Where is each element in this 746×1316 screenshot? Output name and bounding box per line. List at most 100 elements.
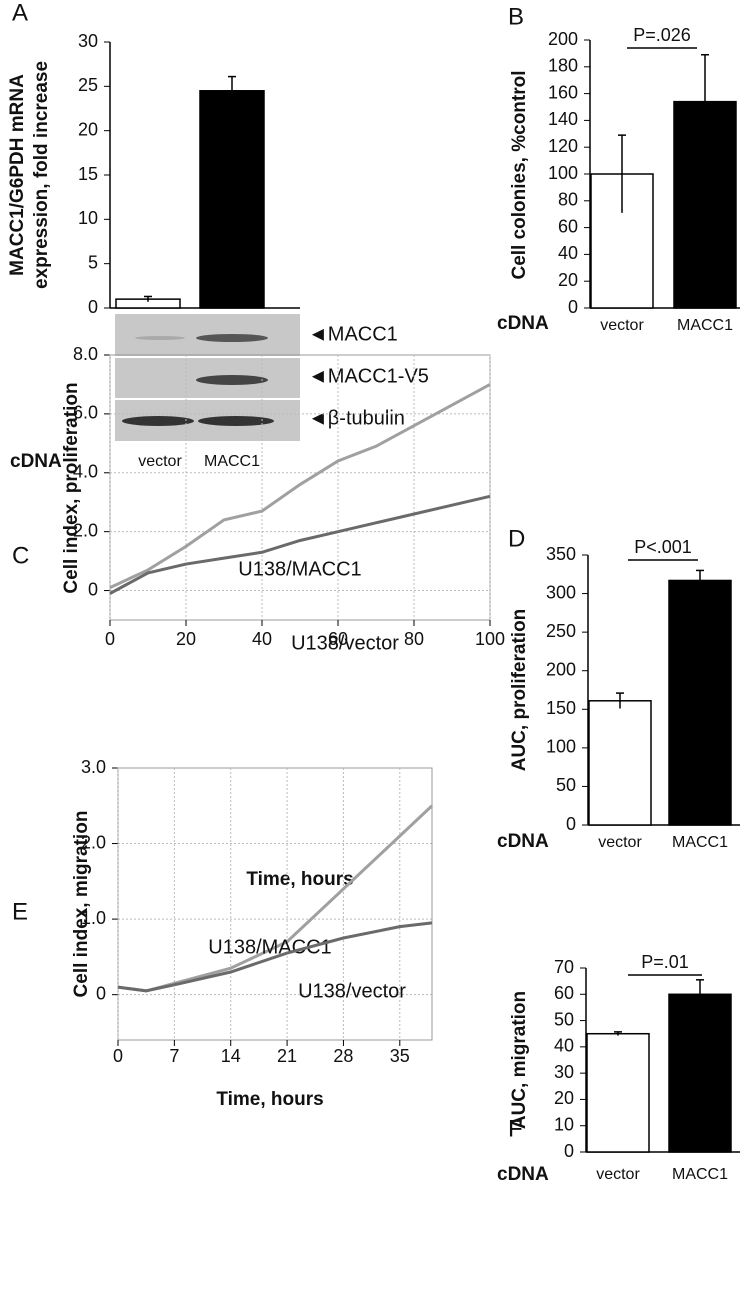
y-tick-label: 80 bbox=[558, 190, 578, 210]
y-tick-label: 120 bbox=[548, 136, 578, 156]
y-tick-label: 150 bbox=[546, 698, 576, 718]
panel-label: F bbox=[508, 1115, 523, 1142]
y-tick-label: 100 bbox=[548, 163, 578, 183]
y-tick-label: 60 bbox=[554, 983, 574, 1003]
y-tick-label: 20 bbox=[558, 270, 578, 290]
y-tick-label: 70 bbox=[554, 957, 574, 977]
x-tick-label: 80 bbox=[404, 629, 424, 649]
y-axis-title: Cell colonies, %control bbox=[509, 70, 530, 279]
x-tick-label: 0 bbox=[113, 1046, 123, 1066]
x-tick-label: 21 bbox=[277, 1046, 297, 1066]
y-tick-label: 25 bbox=[78, 75, 98, 95]
p-value: P<.001 bbox=[634, 537, 692, 557]
x-tick-label: 14 bbox=[221, 1046, 241, 1066]
x-tick-label: vector bbox=[596, 1166, 640, 1183]
y-axis-title: Cell index, migration bbox=[71, 811, 92, 998]
bar bbox=[668, 579, 732, 826]
blot-band bbox=[198, 416, 274, 426]
bar bbox=[588, 700, 652, 826]
x-tick-label: 100 bbox=[475, 629, 505, 649]
series-label: U138/MACC1 bbox=[238, 558, 361, 580]
y-tick-label: 300 bbox=[546, 582, 576, 602]
y-axis-title: expression, fold increase bbox=[31, 61, 52, 289]
y-axis-title: Cell index, proliferation bbox=[61, 382, 82, 593]
x-tick-label: MACC1 bbox=[204, 453, 260, 470]
y-tick-label: 140 bbox=[548, 109, 578, 129]
x-axis-title: cDNA bbox=[497, 313, 549, 334]
x-tick-label: 35 bbox=[390, 1046, 410, 1066]
bar bbox=[199, 90, 265, 309]
blot-band bbox=[196, 334, 268, 342]
x-axis-title: Time, hours bbox=[246, 869, 353, 890]
y-tick-label: 3.0 bbox=[81, 757, 106, 777]
panel-label: A bbox=[12, 0, 28, 26]
x-tick-label: 60 bbox=[328, 629, 348, 649]
panel-label: E bbox=[12, 898, 28, 925]
blot-band bbox=[122, 416, 194, 426]
y-tick-label: 0 bbox=[564, 1141, 574, 1161]
x-tick-label: 28 bbox=[333, 1046, 353, 1066]
p-value: P=.01 bbox=[641, 952, 689, 972]
y-axis-title: MACC1/G6PDH mRNA bbox=[7, 74, 28, 276]
panel-label: B bbox=[508, 3, 524, 30]
y-tick-label: 350 bbox=[546, 544, 576, 564]
bar bbox=[668, 993, 732, 1153]
x-axis-title: cDNA bbox=[497, 1164, 549, 1185]
series-label: U138/MACC1 bbox=[208, 936, 331, 958]
y-tick-label: 0 bbox=[566, 814, 576, 834]
y-tick-label: 10 bbox=[554, 1114, 574, 1134]
x-tick-label: MACC1 bbox=[677, 317, 733, 334]
y-tick-label: 0 bbox=[88, 579, 98, 599]
x-axis-title: Time, hours bbox=[216, 1089, 323, 1110]
x-axis-title: cDNA bbox=[497, 831, 549, 852]
y-tick-label: 10 bbox=[78, 208, 98, 228]
x-tick-label: 7 bbox=[169, 1046, 179, 1066]
x-tick-label: MACC1 bbox=[672, 834, 728, 851]
y-tick-label: 200 bbox=[548, 29, 578, 49]
y-tick-label: 20 bbox=[554, 1088, 574, 1108]
x-tick-label: 20 bbox=[176, 629, 196, 649]
series-line bbox=[117, 804, 434, 993]
blot-band bbox=[196, 375, 268, 385]
y-tick-label: 30 bbox=[78, 31, 98, 51]
panel-label: C bbox=[12, 542, 29, 569]
y-tick-label: 200 bbox=[546, 659, 576, 679]
y-tick-label: 40 bbox=[554, 1036, 574, 1056]
y-tick-label: 15 bbox=[78, 164, 98, 184]
series-line bbox=[117, 921, 433, 993]
y-tick-label: 250 bbox=[546, 621, 576, 641]
x-tick-label: vector bbox=[598, 834, 642, 851]
series-label: U138/vector bbox=[291, 632, 399, 654]
y-tick-label: 2.0 bbox=[81, 832, 106, 852]
y-tick-label: 180 bbox=[548, 56, 578, 76]
blot-label: ◄MACC1 bbox=[308, 323, 398, 345]
series-line bbox=[109, 494, 491, 595]
y-tick-label: 160 bbox=[548, 82, 578, 102]
y-tick-label: 0 bbox=[88, 297, 98, 317]
y-tick-label: 1.0 bbox=[81, 908, 106, 928]
y-tick-label: 30 bbox=[554, 1062, 574, 1082]
x-tick-label: 40 bbox=[252, 629, 272, 649]
y-tick-label: 60 bbox=[558, 216, 578, 236]
blot-label: ◄MACC1-V5 bbox=[308, 365, 429, 387]
x-tick-label: vector bbox=[600, 317, 644, 334]
y-tick-label: 50 bbox=[554, 1009, 574, 1029]
p-value: P=.026 bbox=[633, 25, 691, 45]
bar bbox=[586, 1032, 650, 1153]
y-tick-label: 20 bbox=[78, 119, 98, 139]
y-tick-label: 6.0 bbox=[73, 403, 98, 423]
x-tick-label: MACC1 bbox=[672, 1166, 728, 1183]
series-line bbox=[109, 383, 491, 589]
y-tick-label: 0 bbox=[96, 983, 106, 1003]
y-tick-label: 0 bbox=[568, 297, 578, 317]
western-blot bbox=[115, 314, 300, 441]
y-tick-label: 4.0 bbox=[73, 462, 98, 482]
x-axis-title: cDNA bbox=[10, 451, 62, 472]
x-tick-label: 0 bbox=[105, 629, 115, 649]
y-tick-label: 2.0 bbox=[73, 520, 98, 540]
y-tick-label: 40 bbox=[558, 243, 578, 263]
blot-band bbox=[135, 336, 185, 340]
panel-label: D bbox=[508, 525, 525, 552]
y-tick-label: 100 bbox=[546, 737, 576, 757]
